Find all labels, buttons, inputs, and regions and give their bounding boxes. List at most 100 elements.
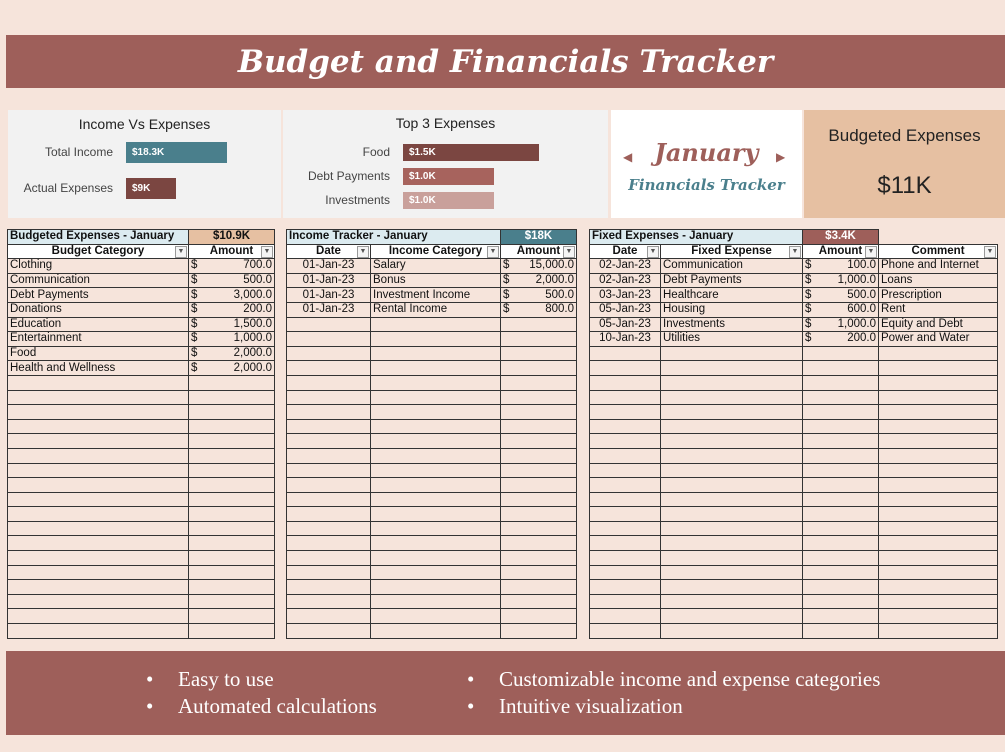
table-row — [7, 520, 275, 537]
table-row — [286, 447, 577, 464]
filter-button[interactable]: ▼ — [487, 245, 499, 258]
table-cell: Donations — [7, 301, 189, 318]
table-cell — [286, 593, 371, 610]
bar-label: Food — [362, 144, 390, 159]
table-cell — [286, 579, 371, 595]
table-cell: Utilities — [659, 331, 804, 347]
table-cell — [188, 374, 275, 391]
column-header: Income Category ▼ — [370, 243, 501, 260]
table-cell — [370, 462, 501, 479]
table-cell — [802, 477, 880, 493]
amount: 2,000.0 — [535, 274, 574, 287]
table-cell — [188, 608, 275, 625]
table-cell — [7, 535, 189, 552]
table-cell — [286, 564, 371, 581]
table-cell — [286, 447, 371, 464]
currency-symbol: $ — [805, 332, 812, 345]
bar-label: Debt Payments — [307, 168, 390, 183]
filter-button[interactable]: ▼ — [789, 245, 802, 258]
amount: 500.0 — [545, 288, 574, 301]
table-cell — [589, 623, 661, 639]
table-row: Entertainment $1,000.0 — [7, 331, 275, 347]
currency-symbol: $ — [503, 274, 510, 287]
table-cell — [188, 506, 275, 522]
table-cell — [370, 433, 501, 449]
filter-button[interactable]: ▼ — [563, 245, 575, 258]
currency-symbol: $ — [805, 288, 812, 301]
table-cell — [500, 447, 577, 464]
table-cell: Debt Payments — [7, 287, 189, 303]
table-cell — [589, 535, 661, 552]
table-cell — [370, 374, 501, 391]
table-cell — [188, 535, 275, 552]
table-cell — [659, 564, 804, 581]
table-cell — [7, 389, 189, 406]
table-cell — [188, 418, 275, 435]
table-cell — [878, 418, 999, 435]
amount: 1,000.0 — [233, 332, 272, 345]
column-header: Budget Category ▼ — [7, 243, 189, 260]
table-cell: $800.0 — [500, 301, 577, 318]
table-cell — [589, 593, 661, 610]
currency-symbol: $ — [805, 274, 812, 287]
table-cell — [370, 608, 501, 625]
table-cell — [7, 623, 189, 639]
filter-button[interactable]: ▼ — [357, 245, 369, 258]
table-cell — [589, 520, 661, 537]
table-cell — [370, 506, 501, 522]
table-cell — [589, 345, 661, 362]
table-cell — [7, 506, 189, 522]
table-cell — [7, 477, 189, 493]
filter-button[interactable]: ▼ — [984, 245, 997, 258]
table-cell — [286, 550, 371, 566]
table-cell — [370, 418, 501, 435]
table-row — [589, 404, 999, 420]
table-cell: 01-Jan-23 — [286, 258, 371, 274]
budget-card-title: Budgeted Expenses — [828, 126, 981, 145]
table-cell — [370, 316, 501, 333]
table-row — [7, 550, 275, 566]
table-cell: $1,000.0 — [802, 272, 880, 289]
bar-value-label: $1.0K — [409, 170, 436, 182]
amount: 500.0 — [847, 288, 877, 301]
table-cell — [878, 447, 999, 464]
column-header-text: Amount — [209, 244, 254, 257]
filter-button[interactable]: ▼ — [647, 245, 659, 258]
table-row — [286, 331, 577, 347]
prev-month[interactable]: ◀ — [623, 150, 633, 164]
bar — [403, 144, 539, 161]
filter-button[interactable]: ▼ — [865, 245, 878, 258]
column-header: Date ▼ — [589, 243, 661, 260]
table-row — [589, 360, 999, 376]
table-cell — [286, 535, 371, 552]
table-header-row: Date ▼ Income Category ▼ Amount ▼ — [286, 243, 577, 260]
currency-symbol: $ — [191, 274, 198, 287]
table-row — [589, 374, 999, 391]
table-title-row: Income Tracker - January $18K — [286, 229, 577, 245]
table-cell — [589, 491, 661, 508]
income-vs-expenses-panel: Income Vs Expenses Total Income $18.3K Act… — [8, 110, 281, 218]
table-cell — [286, 623, 371, 639]
data-table: Budgeted Expenses - January $10.9K Budget … — [7, 229, 275, 639]
filter-button[interactable]: ▼ — [175, 245, 187, 258]
next-month[interactable]: ▶ — [776, 150, 786, 164]
table-cell: Prescription — [878, 287, 999, 303]
table-row — [7, 374, 275, 391]
table-cell: 01-Jan-23 — [286, 301, 371, 318]
page-title: Budget and Financials Tracker — [237, 43, 774, 80]
table-cell — [589, 579, 661, 595]
table-cell: 03-Jan-23 — [589, 287, 661, 303]
table-cell — [286, 331, 371, 347]
table-cell — [802, 404, 880, 420]
table-cell — [370, 520, 501, 537]
table-cell — [659, 623, 804, 639]
table-cell — [802, 433, 880, 449]
table-cell: $500.0 — [500, 287, 577, 303]
table-cell — [802, 608, 880, 625]
table-cell: $1,000.0 — [802, 316, 880, 333]
table-cell — [188, 593, 275, 610]
table-cell — [188, 447, 275, 464]
table-cell — [589, 608, 661, 625]
filter-button[interactable]: ▼ — [261, 245, 273, 258]
